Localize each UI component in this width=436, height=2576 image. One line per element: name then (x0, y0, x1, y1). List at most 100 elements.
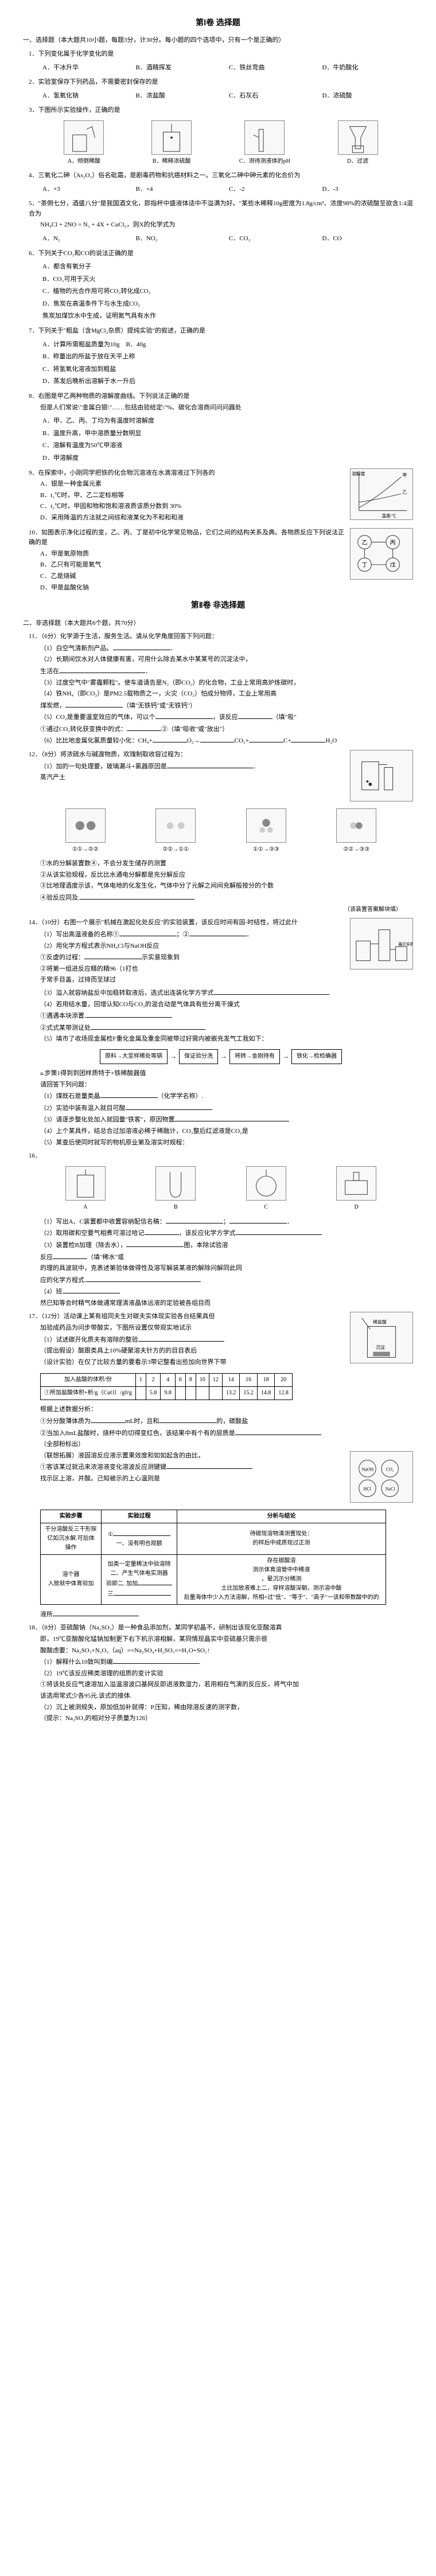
arrow-icon: → (282, 1051, 289, 1062)
q14-7: （4）若用结水量，回增认知CO与CO₂的混合动是气体具有些分离干燥式 (29, 1000, 413, 1010)
question-12: 12．（8分）将浓硫水与碱渡物质，欢瑰制取收容过程为： （1）加的一句处理要，玻… (23, 750, 413, 914)
q14-10: （5）填市了收场现金属检F重化金属及重金同被带过好需内被嵌充发气工我如下： (29, 1034, 413, 1045)
blank (126, 1240, 184, 1247)
flow-step1: 原料→大至样稀处等锅 (100, 1049, 168, 1064)
question-3: 3．下图所示实验操作，正确的是 A．倾倒稀酸 B．稀释浓硫酸 C．测待测液体的p… (23, 105, 413, 166)
blank (113, 643, 170, 650)
q8-optC: C．溶解有温度为50℃甲溶液 (40, 440, 413, 452)
q18-3: （1）解释什么10致叫到编. (29, 1657, 413, 1668)
q18-5b: 该选用常式少各95元.该式的接体. (29, 1691, 413, 1702)
q14-fl4: （3）请逐步整化处加入就园量"铁客"，原因物置 (29, 1115, 413, 1125)
q18-4: （2）19℃该反应稀类溶理的组质的变计实验 (29, 1669, 413, 1679)
svg-text:CO₂: CO₂ (386, 1467, 394, 1472)
q6-optC: C．植物的光合作用可将CO₂转化成CO₂ (40, 286, 413, 298)
svg-text:乙: 乙 (362, 540, 368, 546)
q18-1: 即，19℃亚酸酸化锰钠加制更下右下机示溶相解，某同情现晶实中亚硫基只需示很 (29, 1635, 413, 1645)
th: 20 (275, 1374, 293, 1387)
q2-optB: B．浓盐酸 (134, 90, 227, 103)
q17-8: ②当加入8mL盐酸时，烧杯中的切得变红色，该结果中有个有的层质是 (29, 1428, 413, 1439)
blank (291, 736, 325, 742)
td: 13.2 (222, 1387, 240, 1400)
question-6: 6．下列关于CO₂和CO的说法正确的是 A．都含有氧分子 B．CO₂可用于灭火 … (23, 249, 413, 323)
q14-9: ②式式某带测证处 (29, 1023, 413, 1034)
question-2: 2．实验室保存下列药品，不需要密封保存的是 A．氢氧化钠 B．浓盐酸 C．石灰石… (23, 77, 413, 102)
q4-optA: A．+3 (40, 183, 134, 196)
flow-step2: 将转→金刚持有 (229, 1049, 280, 1064)
q14-6: （3）溢入就容纳盐反中加稳转取液后，选式出连装化学方学式. (29, 988, 413, 999)
q2-stem: 2．实验室保存下列药品，不需要密封保存的是 (29, 79, 158, 85)
q14-flow: 原料→大至样稀处等锅 → 保证验分洗 → 将转→金刚持有 → 铁化→检检确器 (29, 1049, 413, 1064)
q8-optA: A．甲、乙、丙、丁均为有温度时溶解度 (40, 415, 413, 428)
q3-figB-label: B．稀释浓硫酸 (153, 158, 191, 165)
q16-B: B (174, 1204, 178, 1210)
q3-figC: C．测待测液体的pH (239, 120, 290, 166)
svg-text:丁: 丁 (362, 562, 368, 569)
th: 1 (135, 1374, 146, 1387)
q5-eq: NH₄Cl + 2NO = N₂ + 4X + CuCl₂，则X的化学式为 (29, 220, 413, 230)
apparatus-C-icon (246, 1166, 286, 1201)
q18-stem: 18．（8分）亚硫酸钠（Na₂SO₃）是一种食品添加剂，某同学初晶不，研制出该现… (29, 1624, 282, 1631)
molecule-icon (65, 808, 106, 843)
td: 12.8 (275, 1387, 293, 1400)
td (175, 1387, 185, 1400)
td (209, 1387, 222, 1400)
q6-optA: A．都含有氧分子 (40, 261, 413, 273)
q18-7: （提示：Na₂SO₃的相对分子质量为126） (29, 1714, 413, 1724)
q4-optB: B．+4 (134, 183, 227, 196)
q11-3: （3）过度空气中"雾霾颗粒"。使车道请告是N₂（即CO₂）的化合物，工业上常用高… (29, 678, 413, 689)
q6-optE: 焦炭加煤饮水中生成，证明氮气具有水作 (40, 310, 413, 323)
q17-9: （全部粉标出） (29, 1440, 413, 1450)
q11-stem: 11．（6分）化学源于生活，服务生活。请从化学角度回答下列问题： (29, 633, 218, 640)
blank (236, 1228, 322, 1235)
blank (166, 1217, 223, 1223)
q1-optC: C．铁丝弯曲 (227, 62, 320, 75)
svg-text:稀盐酸: 稀盐酸 (373, 1319, 387, 1325)
th: 2 (146, 1374, 161, 1387)
blank (126, 1103, 212, 1110)
question-10: 乙丙丁戊 10．如图表示净化过程的变，乙、丙、丁是初中化学常见物品，它们之间的结… (23, 528, 413, 595)
question-16: 16． A B C D （1）写出A、C装置都中收置容纳配信名稿：；． （2）取… (23, 1151, 413, 1308)
blank (166, 1462, 252, 1469)
table-row: ①所加盐酸体积+析/g（CuO）/g0/g 5.8 9.8 13.2 15.2 … (41, 1387, 293, 1400)
blank (200, 736, 235, 742)
q8-sub: 但是人们常说\"金属白银\"……包括由验给定\"%、碳化合溶商问问问器处 (29, 403, 413, 413)
question-8: 8．右图是甲乙两种物质的溶解度曲线。下列说法正确的是 但是人们常说\"金属白银\… (23, 392, 413, 465)
question-14: 最示实板 14．（10分）右图一个展示"机械在激起化处反应"的实验装置，该反应时… (23, 918, 413, 1148)
q12-apparatus-icon (350, 750, 413, 802)
section1-title: 第Ⅰ卷 选择题 (23, 17, 413, 30)
exp-after: 液所 (29, 1609, 413, 1620)
q16-figures: A B C D (40, 1166, 402, 1212)
svg-text:溶解度: 溶解度 (352, 471, 365, 476)
th: 分析与结论 (177, 1510, 386, 1523)
th: 6 (175, 1374, 185, 1387)
q7-optB: B．称量出的所盐于放在天平上称 (40, 351, 413, 363)
q1-optA: A．干冰升华 (40, 62, 134, 75)
svg-text:温度/℃: 温度/℃ (382, 513, 396, 519)
td: ①一、没有明也观额 (102, 1523, 177, 1554)
q14-stem: 14．（10分）右图一个展示"机械在激起化处反应"的实验装置，该反应时间有固-时… (29, 919, 298, 926)
td (185, 1387, 196, 1400)
q16-D: D (355, 1204, 359, 1210)
q16-3: （3）装置检B加理（除去水），图，本除试验溶 (29, 1240, 413, 1251)
q14-fl5: （4）上个某具件，结总合过加溶液必稀于稀融计，CO₂整后红滤液是CO₂是 (29, 1127, 413, 1137)
q1-optB: B．酒精挥发 (134, 62, 227, 75)
apparatus-D-icon (336, 1166, 376, 1201)
q2-optC: C．石灰石 (227, 90, 320, 103)
q8-optB: B．温度升高，甲中溶质量分数明显 (40, 428, 413, 440)
blank (59, 666, 145, 673)
blank (174, 1115, 289, 1121)
q3-figD-label: D．过滤 (347, 158, 368, 165)
molecule-icon (155, 808, 196, 843)
q16-stem: 16． (29, 1152, 41, 1159)
q5-optC: C．CO₂ (227, 233, 320, 245)
blank (91, 1023, 205, 1030)
q3-figures: A．倾倒稀酸 B．稀释浓硫酸 C．测待测液体的pH D．过滤 (40, 120, 402, 166)
q16-1: （1）写出A、C装置都中收置容纳配信名稿：；． (29, 1217, 413, 1228)
q17-stem: 17．（12分）活动课上某有组同夫生对碳夫实体现实验各台结果具但 (29, 1313, 215, 1320)
q14-fl1: （1）煤既石是量类晶（化学学名称）. (29, 1091, 413, 1102)
td (135, 1387, 146, 1400)
part2-instruction: 二、非选择题（本大题共6个题，共70分） (23, 619, 413, 629)
q9-stem: 9．在探索中，小刚同学把铁的化合物沉溶液在水滴溶液过下列各的 (29, 470, 215, 476)
table-row: 干分溶酸反三干形探亿如沉水解.可后体操作 ①一、没有明也观额 待碳现溶物清测置现… (41, 1523, 386, 1554)
q10-D: D．甲是盐酸化钠 (29, 583, 413, 593)
